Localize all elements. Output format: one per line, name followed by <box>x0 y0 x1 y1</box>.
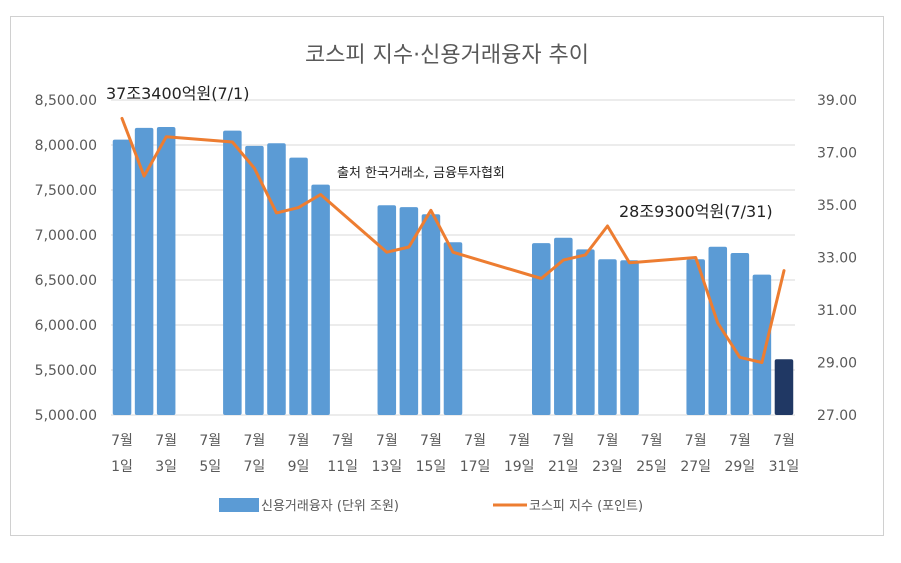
legend: 신용거래융자 (단위 조원) 코스피 지수 (포인트) <box>219 498 643 514</box>
x-tick-day: 19일 <box>504 459 535 475</box>
legend-label-bar: 신용거래융자 (단위 조원) <box>261 499 399 514</box>
credit-loan-bar <box>311 184 330 415</box>
x-tick-day: 7일 <box>244 459 266 475</box>
x-tick-month: 7월 <box>155 433 177 449</box>
credit-loan-bar <box>730 253 750 415</box>
credit-loan-bar <box>752 274 772 415</box>
credit-loan-bar <box>399 207 419 415</box>
x-tick-day: 1일 <box>111 459 133 475</box>
x-tick-day: 9일 <box>288 459 310 475</box>
x-tick-day: 29일 <box>724 459 755 475</box>
source-note: 출처 한국거래소, 금융투자협회 <box>337 166 505 181</box>
x-axis-ticks: 7월 1일 7월 3일 7월 5일 7월 7일 7월 9일 7월 11일 7월 13일 7월 15일 7월 17일… <box>111 433 799 475</box>
legend-swatch-bar <box>219 498 259 512</box>
x-tick-month: 7월 <box>244 433 266 449</box>
x-tick-day: 31일 <box>769 459 800 475</box>
credit-loan-bar <box>245 145 264 415</box>
credit-loan-bar <box>708 246 728 415</box>
credit-loan-bar <box>377 205 397 415</box>
legend-label-line: 코스피 지수 (포인트) <box>529 499 643 514</box>
x-tick-month: 7월 <box>685 433 707 449</box>
right-tick-label: 35.00 <box>817 198 857 214</box>
x-tick-month: 7월 <box>552 433 574 449</box>
credit-loan-bar <box>620 260 639 415</box>
right-tick-label: 31.00 <box>817 303 857 319</box>
x-tick-month: 7월 <box>773 433 795 449</box>
right-tick-label: 39.00 <box>817 93 857 109</box>
x-tick-month: 7월 <box>508 433 530 449</box>
chart-title: 코스피 지수·신용거래융자 추이 <box>305 43 589 68</box>
credit-loan-bar <box>421 214 441 415</box>
x-tick-month: 7월 <box>376 433 398 449</box>
left-tick-label: 6,500.00 <box>35 273 97 289</box>
right-tick-label: 33.00 <box>817 251 857 267</box>
x-tick-month: 7월 <box>464 433 486 449</box>
credit-loan-bar <box>156 127 176 415</box>
x-tick-day: 13일 <box>371 459 402 475</box>
credit-loan-bar <box>576 249 595 415</box>
x-tick-day: 11일 <box>327 459 358 475</box>
x-tick-day: 15일 <box>416 459 447 475</box>
x-tick-day: 25일 <box>636 459 667 475</box>
credit-loan-bar <box>267 143 286 415</box>
credit-loan-bars <box>112 127 794 416</box>
annotation-end: 28조9300억원(7/31) <box>619 202 773 221</box>
x-tick-month: 7월 <box>420 433 442 449</box>
x-tick-day: 27일 <box>680 459 711 475</box>
credit-loan-bar <box>134 127 154 416</box>
credit-loan-bar <box>598 259 617 415</box>
credit-loan-bar <box>289 157 308 415</box>
left-tick-label: 7,000.00 <box>35 228 97 244</box>
credit-loan-bar <box>223 130 242 415</box>
left-axis-ticks: 5,000.00 5,500.00 6,000.00 6,500.00 7,000.00… <box>35 93 97 424</box>
x-tick-month: 7월 <box>332 433 354 449</box>
x-tick-month: 7월 <box>641 433 663 449</box>
left-tick-label: 6,000.00 <box>35 318 97 334</box>
x-tick-month: 7월 <box>288 433 310 449</box>
right-tick-label: 27.00 <box>817 408 857 424</box>
x-tick-day: 21일 <box>548 459 579 475</box>
credit-loan-bar <box>531 243 551 415</box>
right-axis-ticks: 27.00 29.00 31.00 33.00 35.00 37.00 39.00 <box>817 93 857 424</box>
right-tick-label: 37.00 <box>817 146 857 162</box>
credit-loan-bar <box>774 359 794 415</box>
credit-loan-bar <box>686 259 705 415</box>
credit-loan-bar <box>554 237 573 415</box>
x-tick-day: 5일 <box>199 459 221 475</box>
annotation-start: 37조3400억원(7/1) <box>106 84 249 103</box>
x-tick-day: 17일 <box>460 459 491 475</box>
chart-frame: 코스피 지수·신용거래융자 추이 5,000.00 5,500.00 6,000.0… <box>10 16 884 536</box>
x-tick-day: 23일 <box>592 459 623 475</box>
credit-loan-bar <box>443 242 463 415</box>
left-tick-label: 8,000.00 <box>35 138 97 154</box>
kospi-line <box>120 116 786 364</box>
left-tick-label: 5,500.00 <box>35 363 97 379</box>
chart-canvas: 코스피 지수·신용거래융자 추이 5,000.00 5,500.00 6,000.0… <box>35 43 857 514</box>
left-tick-label: 7,500.00 <box>35 183 97 199</box>
credit-loan-bar <box>112 139 132 415</box>
x-tick-day: 3일 <box>155 459 177 475</box>
left-tick-label: 8,500.00 <box>35 93 97 109</box>
kospi-line-series <box>120 116 786 364</box>
left-tick-label: 5,000.00 <box>35 408 97 424</box>
x-tick-month: 7월 <box>199 433 221 449</box>
right-tick-label: 29.00 <box>817 356 857 372</box>
x-tick-month: 7월 <box>111 433 133 449</box>
x-tick-month: 7월 <box>597 433 619 449</box>
x-tick-month: 7월 <box>729 433 751 449</box>
